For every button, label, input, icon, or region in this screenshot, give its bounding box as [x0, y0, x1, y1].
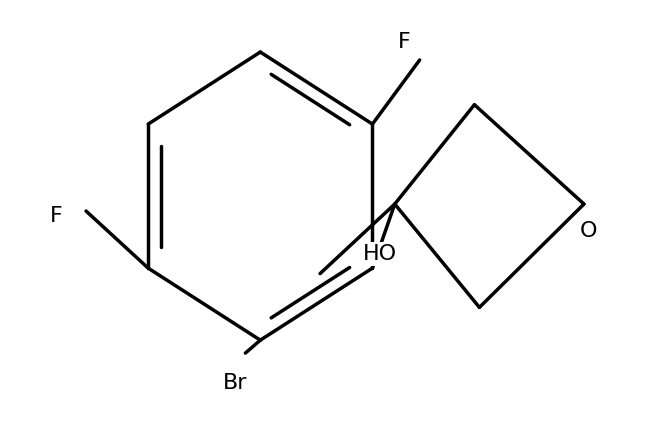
- Text: Br: Br: [223, 373, 248, 393]
- Text: F: F: [399, 32, 411, 52]
- Text: HO: HO: [363, 244, 397, 264]
- Text: F: F: [50, 206, 62, 226]
- Text: O: O: [580, 221, 598, 241]
